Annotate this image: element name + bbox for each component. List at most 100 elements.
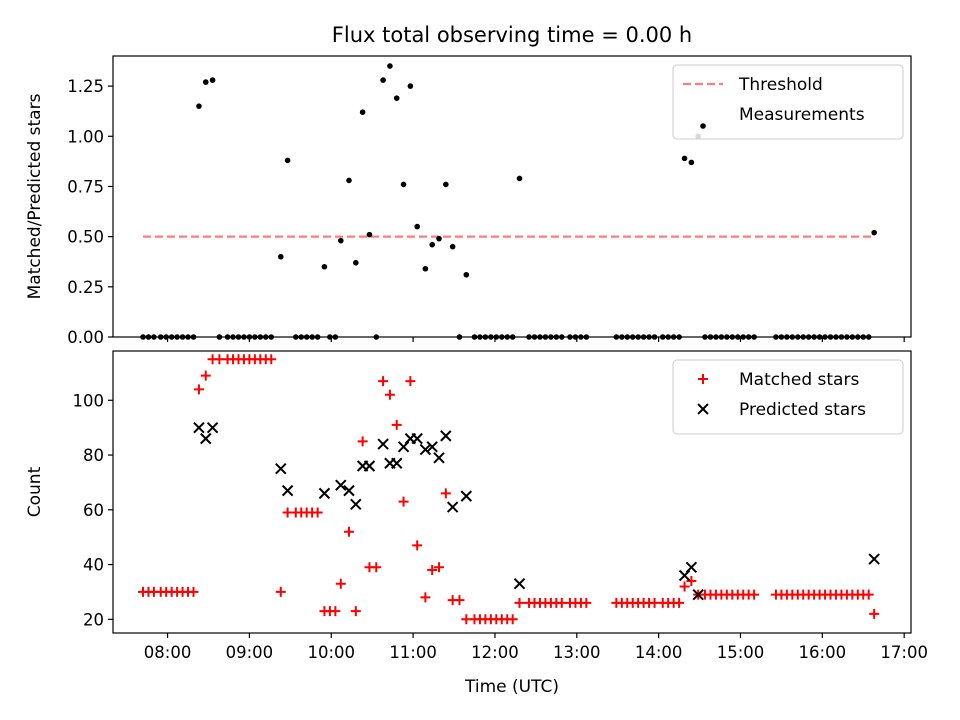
matched-stars-point (454, 595, 465, 606)
y-tick-label: 20 (83, 610, 104, 629)
x-axis-label: Time (UTC) (464, 677, 559, 697)
predicted-stars-point (200, 432, 212, 445)
measurement-point (202, 79, 209, 85)
matched-stars-point (427, 565, 438, 576)
matched-stars-point (863, 589, 874, 600)
axes-frame (112, 350, 912, 634)
measurement-point (688, 159, 695, 166)
matched-stars-point (343, 526, 354, 537)
predicted-stars-point (193, 421, 205, 434)
measurement-point (400, 181, 407, 188)
predicted-stars-point (426, 441, 438, 453)
predicted-stars-point (411, 432, 423, 445)
matched-stars-point (420, 592, 431, 603)
predicted-stars-point (868, 553, 880, 565)
measurement-point (407, 83, 414, 89)
matched-stars-point (749, 589, 760, 600)
measurement-point (196, 103, 202, 109)
predicted-stars-point (460, 490, 473, 502)
y-tick-label: 100 (73, 391, 105, 410)
predicted-stars-point (446, 501, 459, 513)
predicted-stars-point (433, 452, 445, 464)
matched-stars-point (275, 586, 286, 597)
measurement-point (443, 181, 449, 188)
measurement-point (338, 237, 344, 244)
matched-stars-point (200, 370, 211, 381)
x-tick-label: 12:00 (471, 643, 519, 662)
legend-label: Predicted stars (739, 400, 866, 420)
measurement-point (422, 265, 429, 272)
y-tick-label: 40 (83, 556, 104, 575)
x-tick-label: 09:00 (226, 643, 274, 662)
chart-title: Flux total observing time = 0.00 h (332, 23, 692, 47)
measurement-point (353, 259, 359, 266)
matched-stars-point (371, 562, 382, 573)
matched-stars-point (330, 606, 341, 617)
matched-stars-point (312, 507, 323, 518)
legend-measurement-swatch (700, 123, 706, 129)
x-tick-label: 10:00 (307, 643, 355, 662)
matched-stars-point (434, 562, 445, 573)
predicted-stars-point (391, 457, 403, 469)
legend-box (672, 359, 904, 435)
predicted-stars-point (440, 430, 452, 442)
legend-label: Measurements (739, 105, 865, 125)
measurement-point (209, 77, 216, 83)
x-tick-label: 14:00 (635, 643, 683, 662)
y-tick-label: 1.25 (67, 77, 104, 96)
predicted-stars-point (419, 443, 432, 456)
y-tick-label: 0.75 (67, 177, 104, 196)
matched-stars-point (266, 354, 277, 365)
matched-stars-point (440, 488, 451, 499)
measurement-point (429, 241, 436, 248)
bottom-panel: 20 40 60 80 100 08:00 09:00 10:00 11:00 12:00 13:0… (25, 350, 928, 662)
predicted-stars-point (281, 484, 294, 497)
predicted-stars-point (206, 421, 219, 434)
matched-stars-point (869, 608, 880, 619)
x-tick-label: 11:00 (389, 643, 437, 662)
predicted-stars-point (335, 479, 347, 491)
matched-stars-point (193, 384, 204, 395)
measurement-point (321, 263, 328, 270)
measurement-point (380, 77, 386, 83)
predicted-stars-point (343, 484, 355, 497)
measurement-point (387, 63, 393, 69)
legend: Matched stars Predicted stars (672, 359, 904, 435)
legend-label: Threshold (738, 75, 823, 95)
legend-matched-swatch (698, 374, 708, 384)
measurement-point (681, 155, 688, 162)
matched-stars-point (405, 376, 416, 387)
matched-stars-point (412, 540, 423, 551)
matched-stars-point (357, 436, 368, 447)
matched-stars-point (679, 581, 690, 592)
y-axis-label: Matched/Predicted stars (25, 93, 45, 299)
predicted-stars-point (685, 561, 698, 573)
measurement-point (516, 175, 523, 182)
x-tick-label: 13:00 (553, 643, 601, 662)
predicted-stars-point (513, 578, 526, 590)
measurement-point (284, 157, 291, 164)
measurement-point (414, 223, 420, 230)
y-tick-label: 0.25 (67, 278, 104, 297)
predicted-stars-point (363, 460, 376, 472)
predicted-stars-point (275, 463, 287, 475)
measurement-point (871, 229, 877, 236)
measurement-point (359, 109, 366, 115)
matched-stars-point (350, 606, 361, 617)
x-tick-label: 08:00 (144, 643, 192, 662)
y-tick-label: 0.50 (67, 228, 104, 247)
y-tick-label: 60 (83, 501, 104, 520)
matched-stars-point (335, 578, 346, 589)
y-tick-label: 0.00 (67, 328, 104, 347)
matched-stars-point (507, 614, 518, 625)
x-tick-label: 17:00 (880, 643, 928, 662)
matched-stars-point (188, 586, 199, 597)
legend-label: Matched stars (739, 370, 859, 390)
matched-stars-point (581, 597, 592, 608)
predicted-stars-point (350, 498, 362, 511)
matched-stars-point (391, 419, 402, 430)
measurement-point (436, 235, 442, 242)
legend-box (672, 64, 904, 140)
matched-stars-point (398, 496, 409, 507)
